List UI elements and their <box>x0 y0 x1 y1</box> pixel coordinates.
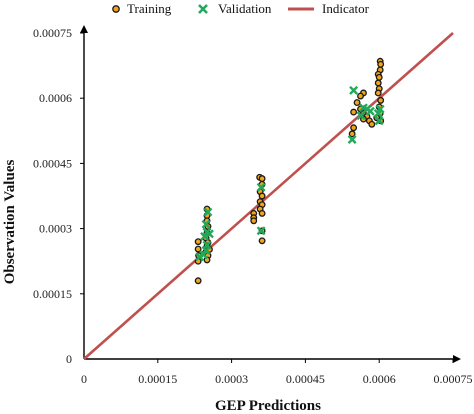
validation-point <box>374 116 384 126</box>
y-tick-label: 0.00075 <box>33 26 72 40</box>
training-point <box>194 277 202 285</box>
legend-item-training: Training <box>112 1 172 16</box>
training-point <box>374 79 382 87</box>
validation-point <box>365 106 375 116</box>
validation-point <box>205 229 214 239</box>
indicator-layer <box>83 32 454 360</box>
training-point <box>377 96 385 104</box>
training-point <box>353 99 361 106</box>
training-point <box>194 238 202 246</box>
legend: Training Validation Indicator <box>112 1 370 16</box>
indicator-line <box>83 32 454 360</box>
legend-marker-validation <box>198 4 208 14</box>
legend-marker-training <box>112 5 120 13</box>
y-tick-label: 0.00015 <box>33 287 72 301</box>
x-tick-label: 0.00075 <box>434 372 473 386</box>
x-axis-title: GEP Predictions <box>215 398 321 414</box>
training-point <box>350 124 358 132</box>
validation-point <box>349 85 359 95</box>
x-axis-arrow <box>453 355 461 363</box>
validation-point <box>356 111 366 121</box>
y-axis-title: Observation Values <box>2 160 18 285</box>
x-tick-label: 0.0003 <box>215 372 248 386</box>
training-point <box>258 192 266 200</box>
training-point <box>258 237 266 245</box>
x-tick-label: 0.00015 <box>138 372 177 386</box>
legend-item-validation: Validation <box>198 1 272 16</box>
training-point <box>357 92 364 100</box>
validation-point <box>199 250 209 260</box>
training-point <box>194 245 202 253</box>
y-tick-label: 0.0003 <box>39 222 72 236</box>
y-tick-label: 0.0006 <box>39 91 72 105</box>
legend-item-indicator: Indicator <box>288 1 370 16</box>
training-point <box>368 120 376 128</box>
validation-point <box>373 108 383 118</box>
y-tick-label: 0.00045 <box>33 156 72 170</box>
legend-label-validation: Validation <box>218 1 272 16</box>
training-point <box>250 217 258 225</box>
training-point <box>348 130 356 138</box>
training-point <box>350 108 358 116</box>
validation-point <box>201 219 211 229</box>
x-tick-label: 0.00045 <box>286 372 325 386</box>
legend-label-indicator: Indicator <box>322 1 370 16</box>
training-point <box>377 60 385 68</box>
training-point <box>374 89 382 97</box>
validation-point <box>256 182 266 192</box>
x-tick-label: 0 <box>81 372 87 386</box>
axes: 0 0.00015 0.0003 0.00045 0.0006 0.00075 0 0.000… <box>33 25 473 386</box>
validation-point <box>256 226 266 236</box>
training-point <box>375 73 383 81</box>
legend-label-training: Training <box>127 1 172 16</box>
y-axis-arrow <box>80 25 88 33</box>
training-point <box>258 209 266 217</box>
validation-point <box>347 135 357 144</box>
training-point <box>258 175 266 183</box>
validation-point <box>200 231 209 241</box>
y-tick-label: 0 <box>66 352 72 366</box>
validation-point <box>203 207 213 217</box>
points-layer <box>194 57 385 285</box>
x-tick-label: 0.0006 <box>363 372 396 386</box>
validation-point <box>201 245 211 255</box>
